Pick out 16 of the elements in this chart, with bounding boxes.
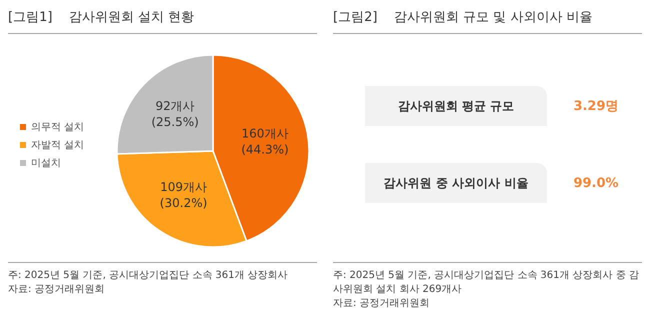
text: 99.0% (573, 176, 619, 190)
text: 자료: 공정거래위원회 (8, 283, 106, 297)
category-label: 감사위원 중 사외이사 비율 (365, 163, 547, 203)
text: 주: 2025년 5월 기준, 공시대상기업집단 소속 361개 상장회사 중 감사위원회 설치 회사 269개사 (333, 269, 640, 297)
chart-title: [그림1] 감사위원회 설치 현황 (8, 8, 194, 26)
data-label: 92개사 (25.5%) (151, 99, 199, 130)
category-label: 감사위원회 평균 규모 (365, 86, 547, 126)
text: 주: 2025년 5월 기준, 공시대상기업집단 소속 361개 상장회사 (8, 269, 289, 283)
text: 자료: 공정거래위원회 (333, 297, 431, 311)
text: [그림2] 감사위원회 규모 및 사외이사 비율 (333, 8, 592, 26)
text: 3.29명 (573, 99, 619, 114)
legend-label: 자발적 설치 (31, 139, 84, 152)
data-label: 160개사 (44.3%) (241, 126, 289, 157)
legend-label: 의무적 설치 (31, 121, 84, 134)
legend-label: 미설치 (31, 157, 61, 170)
data-label: 109개사 (30.2%) (160, 180, 208, 210)
